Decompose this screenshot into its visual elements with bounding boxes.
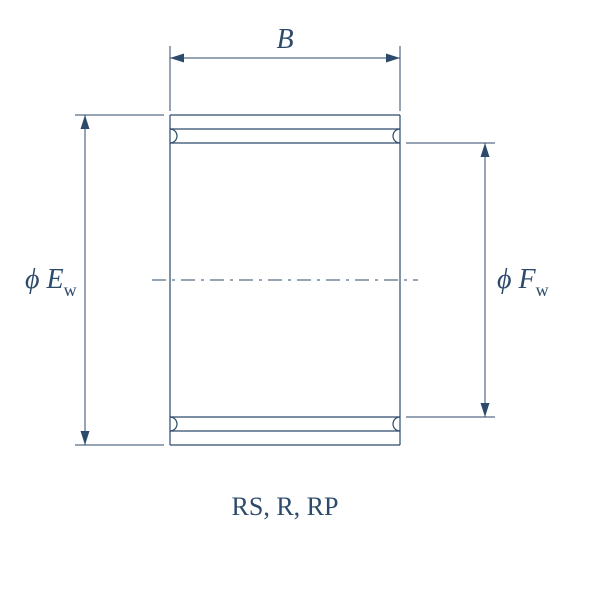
label-b: B	[276, 24, 293, 55]
label-ew: ϕ Ew	[25, 264, 77, 300]
label-bottom: RS, R, RP	[232, 492, 339, 521]
label-fw: ϕ Fw	[497, 264, 549, 300]
